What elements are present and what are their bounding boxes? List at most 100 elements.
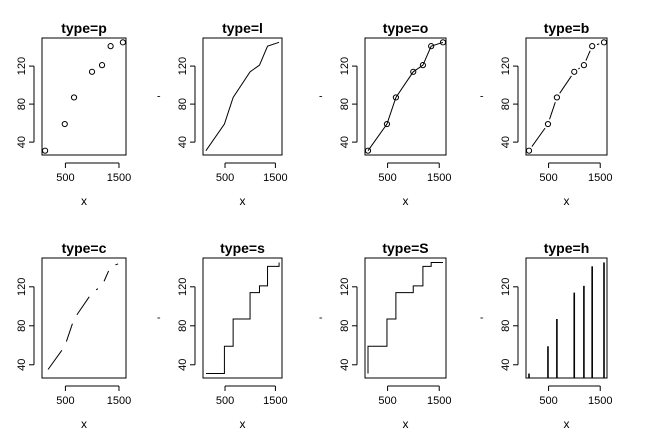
data-line-segment (559, 75, 572, 94)
data-point (580, 62, 588, 69)
plot-box (525, 37, 608, 156)
panel-title: type=b (544, 20, 590, 36)
panel-title: type=h (544, 240, 590, 256)
y-tick-label: 80 (500, 320, 512, 332)
y-tick-label: 120 (339, 278, 351, 296)
data-line (367, 41, 444, 151)
data-point (589, 43, 596, 50)
plot-box (202, 257, 283, 379)
y-tick-label: 40 (16, 359, 28, 371)
x-tick-label: 1500 (427, 172, 451, 184)
y-tick-label: 40 (339, 136, 351, 148)
x-tick-label: 1500 (588, 395, 612, 407)
x-axis-label: x (403, 194, 409, 208)
y-tick-label: 40 (339, 359, 351, 371)
x-tick-label: 500 (56, 172, 74, 184)
data-point (428, 43, 435, 50)
data-line-segment (115, 263, 119, 266)
x-axis-label: x (564, 417, 570, 431)
y-tick-label: 120 (339, 57, 351, 75)
data-line-segment (549, 102, 556, 120)
x-tick-label: 500 (56, 395, 74, 407)
y-tick-label: 120 (500, 57, 512, 75)
panel-title: type=S (382, 240, 428, 256)
y-tick-label: 120 (500, 278, 512, 296)
data-point (107, 43, 114, 50)
y-tick-label: 80 (177, 98, 189, 110)
y-tick-label: 120 (16, 278, 28, 296)
panel-h: type=h 500 1500 x 40 80 120 ' (478, 240, 612, 431)
data-point (364, 147, 372, 154)
data-point (70, 94, 78, 101)
data-point (61, 120, 68, 128)
data-point (383, 120, 391, 128)
y-tick-label: 80 (177, 320, 189, 332)
data-point (119, 39, 126, 46)
plot-box (525, 257, 608, 379)
x-tick-label: 1500 (107, 172, 131, 184)
y-axis-label: ' (155, 95, 169, 97)
panel-title: type=p (61, 20, 107, 36)
y-axis-label: ' (317, 317, 331, 319)
data-line-segment (585, 50, 591, 61)
x-tick-label: 500 (539, 395, 557, 407)
y-tick-label: 40 (500, 359, 512, 371)
x-axis-label: x (81, 417, 87, 431)
y-tick-label: 80 (16, 320, 28, 332)
panel-s: type=s 500 1500 x 40 80 120 ' (155, 240, 288, 431)
y-axis-label: ' (317, 95, 331, 97)
x-axis-label: x (81, 194, 87, 208)
panel-p: type=p 500 1500 x 40 80 120 ' (0, 20, 131, 208)
plot-box (202, 37, 283, 156)
y-tick-label: 40 (16, 136, 28, 148)
panel-title: type=l (222, 20, 263, 36)
data-point (439, 39, 447, 46)
plot-box (364, 37, 447, 156)
data-line-segment (76, 296, 90, 316)
y-axis-label: ' (0, 317, 8, 319)
data-line-segment (578, 67, 581, 70)
x-tick-label: 500 (216, 172, 234, 184)
y-tick-label: 40 (177, 136, 189, 148)
y-tick-label: 120 (177, 278, 189, 296)
x-axis-label: x (403, 417, 409, 431)
data-point (88, 68, 96, 75)
y-tick-label: 40 (177, 359, 189, 371)
x-tick-label: 500 (378, 395, 396, 407)
data-line (205, 41, 280, 151)
data-point (42, 147, 49, 154)
data-point (544, 120, 552, 128)
data-line-segment (47, 350, 63, 370)
x-tick-label: 500 (216, 395, 234, 407)
y-axis-label: ' (155, 317, 169, 319)
x-tick-label: 1500 (263, 395, 287, 407)
y-tick-label: 40 (500, 136, 512, 148)
data-point (392, 94, 399, 101)
data-point (571, 68, 578, 75)
plot-box (41, 257, 127, 379)
x-axis-label: x (240, 417, 246, 431)
x-axis-label: x (564, 194, 570, 208)
x-tick-label: 1500 (588, 172, 612, 184)
panel-title: type=s (220, 240, 265, 256)
data-line-segment (596, 43, 600, 46)
data-step-line (205, 262, 280, 375)
panel-l: type=l 500 1500 x 40 80 120 ' (155, 20, 288, 208)
panel-S: type=S 500 1500 x 40 80 120 ' (317, 240, 451, 431)
panel-c: type=c 500 1500 x 40 80 120 ' (0, 240, 131, 431)
data-line-segment (65, 323, 73, 342)
data-point (553, 94, 560, 101)
y-tick-label: 80 (16, 98, 28, 110)
y-axis-label: ' (0, 95, 8, 97)
data-point (419, 62, 427, 69)
y-tick-label: 80 (500, 98, 512, 110)
data-point (98, 62, 106, 69)
y-tick-label: 80 (339, 320, 351, 332)
data-step-line (367, 261, 443, 374)
plot-box (364, 257, 447, 379)
x-tick-label: 500 (378, 172, 396, 184)
data-point (410, 68, 417, 75)
x-tick-label: 500 (539, 172, 557, 184)
y-tick-label: 80 (339, 98, 351, 110)
data-point (600, 39, 608, 46)
